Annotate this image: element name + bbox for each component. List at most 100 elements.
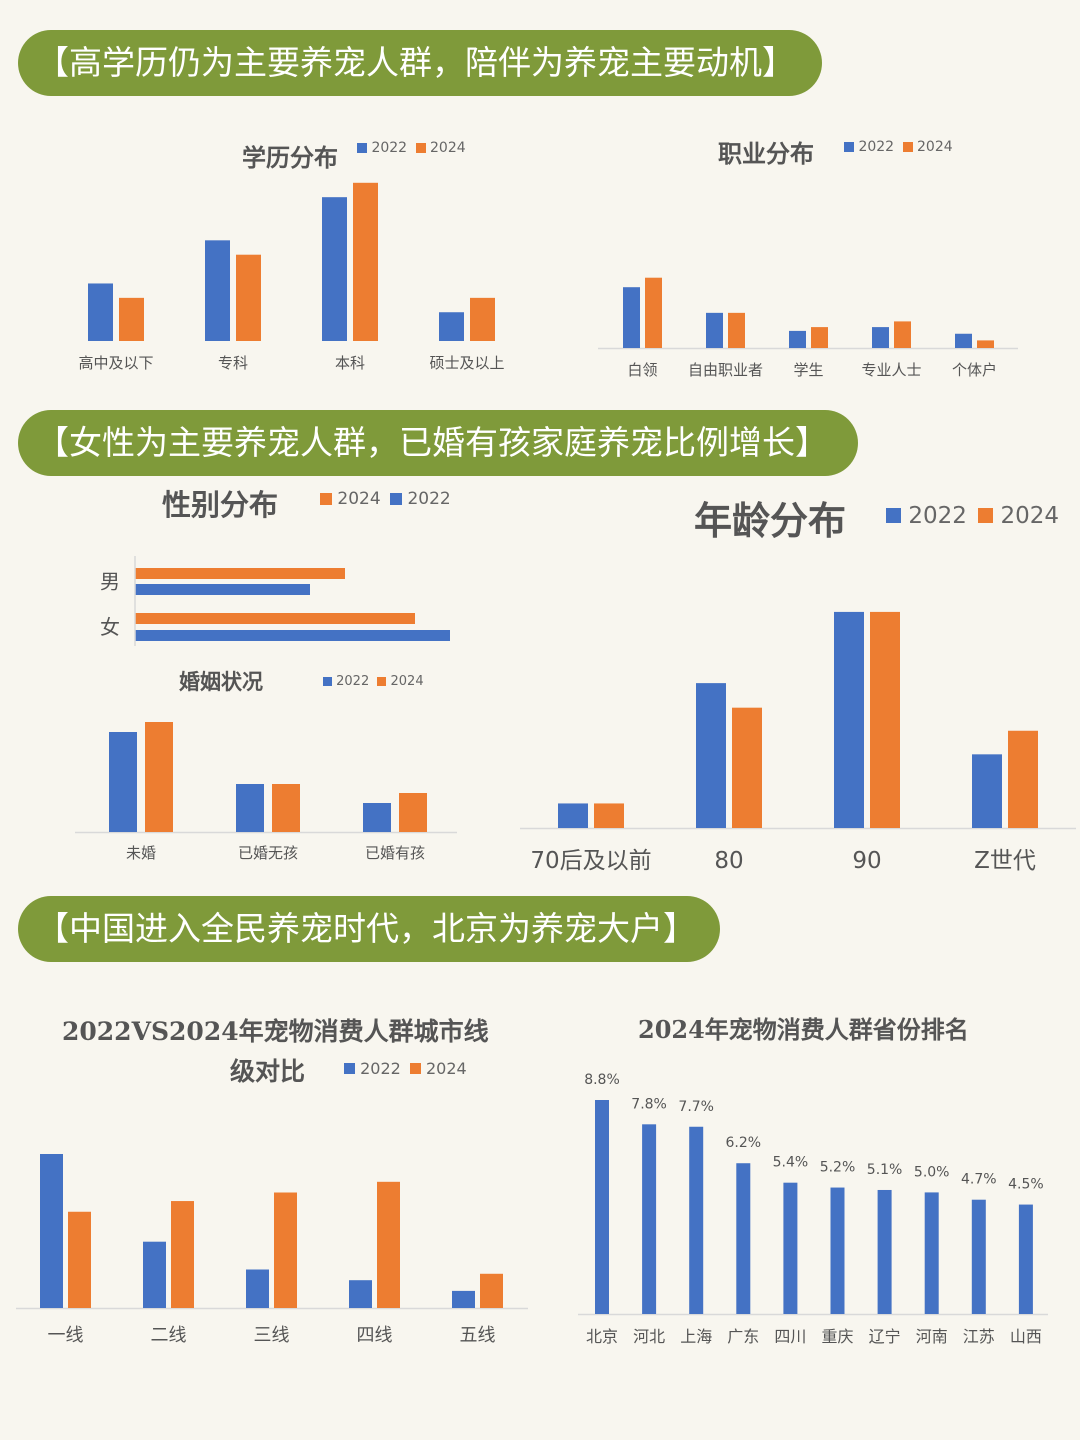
- chart-marriage: 婚姻状况 2022 2024 未婚 已婚无孩 已婚有孩: [75, 660, 465, 870]
- bar-province-9: [1018, 1204, 1033, 1314]
- bar-city-2022-2: [246, 1269, 269, 1308]
- legend-label: 2022: [407, 489, 451, 509]
- bar-edu-2024-1: [236, 254, 261, 341]
- bar-job-2022-1: [706, 312, 723, 348]
- bar-marriage-2024-0: [145, 722, 173, 832]
- chart-occupation: 职业分布 2022 2024 白领 自由职业者 学生 专业人士 个体户: [598, 130, 1028, 390]
- plot: 未婚 已婚无孩 已婚有孩: [75, 722, 457, 862]
- bar-job-2022-0: [623, 287, 640, 348]
- bar-province-1: [642, 1124, 657, 1314]
- x-tick-label: 80: [714, 848, 743, 874]
- legend: 2022 2024: [357, 140, 470, 156]
- bar-edu-2024-0: [119, 297, 144, 341]
- x-tick-label: 重庆: [821, 1327, 853, 1346]
- x-tick-label: 专业人士: [861, 361, 921, 379]
- bar-gender-2024-1: [135, 613, 415, 624]
- chart-title: 婚姻状况: [179, 669, 263, 694]
- legend-swatch: [844, 142, 854, 152]
- chart-title-line2: 级对比: [230, 1057, 306, 1086]
- bar-edu-2024-3: [470, 297, 495, 341]
- x-tick-label: 自由职业者: [688, 361, 763, 379]
- x-tick-label: 四川: [774, 1327, 806, 1346]
- data-label: 4.7%: [961, 1172, 997, 1188]
- x-tick-label: 河南: [916, 1327, 948, 1346]
- chart-age: 年龄分布 2022 2024 70后及以前 80 90 Z世代: [520, 488, 1076, 888]
- legend-swatch: [357, 143, 367, 153]
- banner-gender: 【女性为主要养宠人群，已婚有孩家庭养宠比例增长】: [18, 410, 858, 476]
- bar-edu-2022-2: [322, 197, 347, 341]
- data-label: 5.0%: [914, 1164, 950, 1180]
- bar-gender-2022-1: [135, 630, 450, 641]
- bar-gender-2022-0: [135, 584, 310, 595]
- legend-swatch: [377, 677, 387, 686]
- bar-marriage-2022-0: [109, 732, 137, 832]
- legend-label: 2024: [430, 140, 466, 156]
- x-tick-label: 个体户: [952, 361, 997, 379]
- x-tick-label: 江苏: [963, 1327, 995, 1346]
- x-tick-label: 未婚: [126, 844, 156, 862]
- plot: 男女: [100, 556, 450, 646]
- bar-job-2024-3: [894, 321, 911, 348]
- legend-label: 2022: [360, 1059, 401, 1078]
- bar-province-7: [924, 1192, 939, 1314]
- bar-age-2022-2: [834, 611, 864, 828]
- legend-swatch: [886, 508, 901, 523]
- legend-swatch: [409, 1063, 421, 1074]
- plot: 8.8% 北京 7.8% 河北 7.7% 上海 6.2% 广东 5.4% 四川 5.2% 重庆 5.1%…: [578, 1072, 1048, 1346]
- bar-job-2024-1: [728, 312, 745, 348]
- legend: 2022 2024: [886, 502, 1063, 529]
- bar-city-2024-4: [480, 1273, 503, 1308]
- bar-gender-2024-0: [135, 568, 345, 579]
- bar-city-2022-4: [452, 1290, 475, 1308]
- bar-city-2024-0: [68, 1211, 91, 1308]
- bar-age-2022-1: [696, 683, 726, 828]
- bar-marriage-2022-1: [236, 784, 264, 832]
- x-tick-label: 硕士及以上: [429, 354, 504, 372]
- bar-city-2022-3: [349, 1280, 372, 1308]
- legend-label: 2024: [917, 139, 953, 155]
- bar-job-2022-3: [872, 327, 889, 348]
- x-tick-label: 河北: [633, 1327, 665, 1346]
- chart-city-tier: 2022VS2024年宠物消费人群城市线 级对比 2022 2024 一线 二线 三…: [10, 1000, 540, 1370]
- bar-province-5: [830, 1187, 845, 1314]
- bar-age-2024-3: [1008, 730, 1038, 828]
- chart-province: 2024年宠物消费人群省份排名 8.8% 北京 7.8% 河北 7.7% 上海 6.2% 广东…: [570, 1000, 1060, 1370]
- chart-title: 2022VS2024年宠物消费人群城市线: [62, 1017, 489, 1046]
- x-tick-label: 已婚有孩: [365, 844, 425, 862]
- legend-label: 2022: [858, 139, 895, 155]
- x-tick-label: 70后及以前: [530, 848, 651, 874]
- x-tick-label: 学生: [793, 361, 823, 379]
- plot: 一线 二线 三线 四线 五线: [16, 1154, 528, 1346]
- data-label: 5.1%: [867, 1162, 903, 1178]
- bar-marriage-2024-1: [272, 784, 300, 832]
- legend-swatch: [902, 142, 913, 152]
- bar-province-4: [783, 1182, 798, 1314]
- data-label: 5.4%: [773, 1155, 809, 1171]
- x-tick-label: 五线: [460, 1325, 496, 1346]
- x-tick-label: 90: [852, 848, 881, 874]
- x-tick-label: 上海: [680, 1327, 712, 1346]
- data-label: 5.2%: [820, 1160, 856, 1176]
- x-tick-label: 二线: [151, 1325, 187, 1346]
- legend-label: 2024: [1000, 502, 1060, 529]
- legend-label: 2022: [371, 140, 408, 156]
- bar-city-2024-2: [274, 1192, 297, 1308]
- legend-label: 2022: [336, 674, 370, 689]
- bar-edu-2022-0: [88, 283, 113, 341]
- bar-job-2022-2: [789, 330, 806, 348]
- y-tick-label: 男: [100, 570, 120, 594]
- bar-age-2024-2: [870, 611, 900, 828]
- x-tick-label: 本科: [335, 354, 365, 372]
- legend-label: 2024: [426, 1059, 467, 1078]
- x-tick-label: 北京: [586, 1327, 618, 1346]
- legend: 2024 2022: [320, 489, 455, 509]
- legend-swatch: [320, 493, 332, 505]
- legend-swatch: [323, 677, 332, 686]
- bar-province-8: [971, 1199, 986, 1314]
- x-tick-label: 广东: [727, 1327, 759, 1346]
- bar-edu-2022-1: [205, 240, 230, 341]
- legend: 2022 2024: [323, 674, 428, 689]
- chart-title: 性别分布: [162, 488, 279, 522]
- legend-label: 2022: [908, 502, 967, 529]
- bar-province-2: [689, 1126, 704, 1314]
